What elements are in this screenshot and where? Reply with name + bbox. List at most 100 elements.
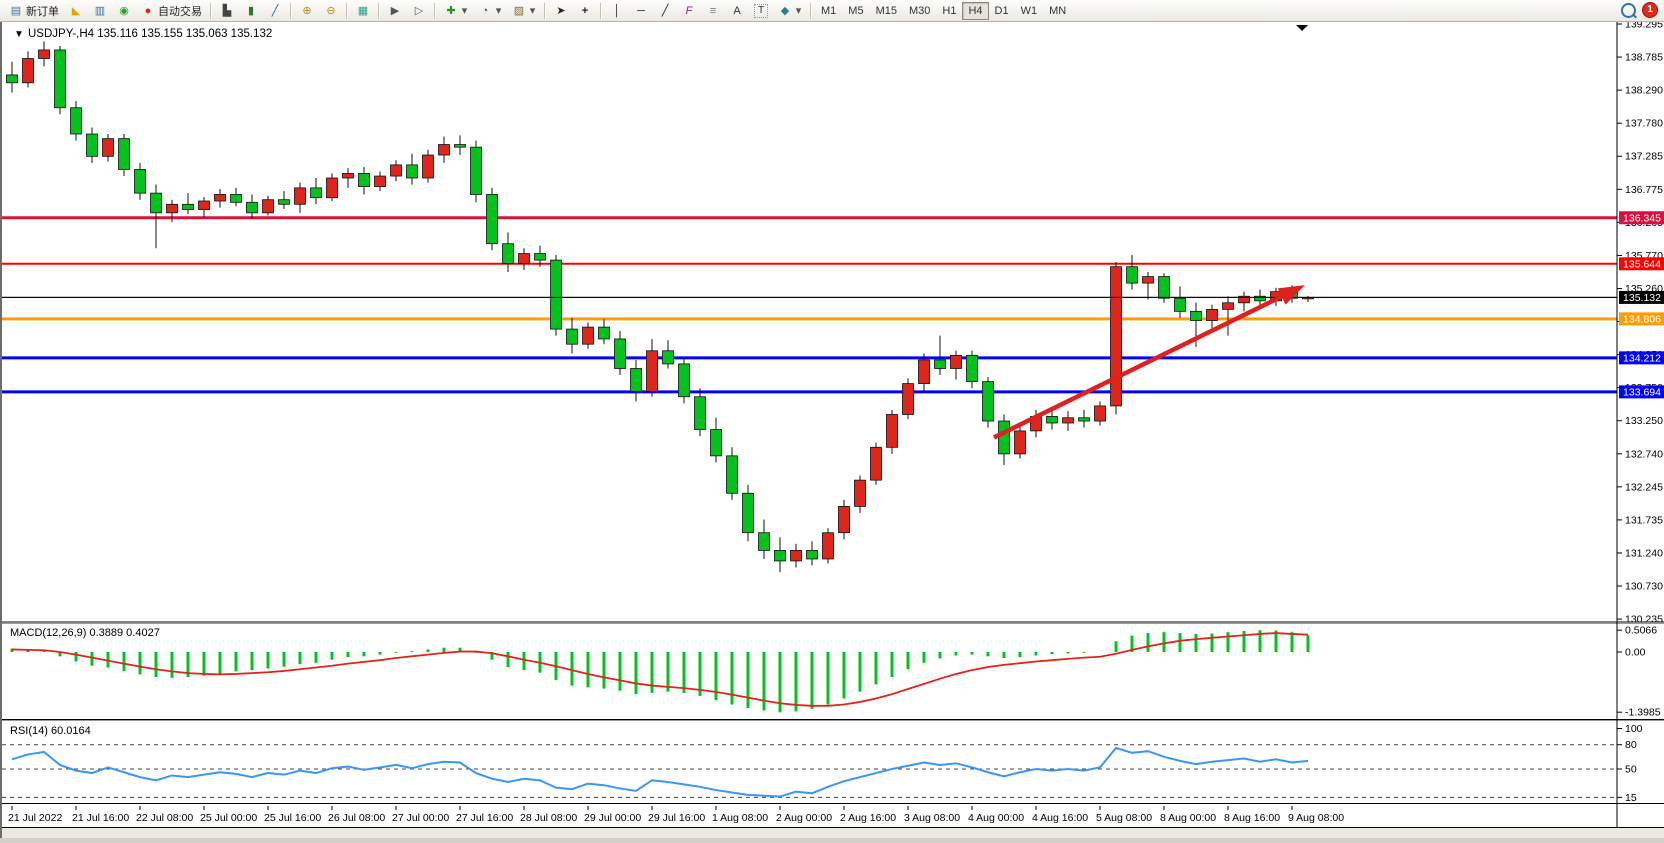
candle — [278, 199, 290, 205]
text-icon: A — [733, 4, 741, 17]
hline-tool-button[interactable]: ─ — [629, 1, 653, 21]
candle — [102, 138, 114, 157]
crosshair-tool-button[interactable]: + — [573, 1, 597, 21]
candle — [22, 58, 34, 84]
timeframe-mn[interactable]: MN — [1049, 4, 1067, 17]
tile-windows-button[interactable]: ▦ — [351, 1, 375, 21]
candle — [502, 243, 514, 264]
candle — [1254, 295, 1266, 302]
level-price-badge — [1619, 351, 1664, 365]
timeframe-m5[interactable]: M5 — [848, 4, 864, 17]
trend-arrow[interactable] — [993, 285, 1305, 440]
candle — [54, 49, 66, 109]
add-indicator-icon: ✚ — [446, 4, 456, 17]
chart-shift-button[interactable]: ▷ — [407, 1, 431, 21]
timeframe-w1[interactable]: W1 — [1020, 4, 1038, 17]
rsi-tick-label: 80 — [1625, 739, 1637, 751]
timeframe-h4[interactable]: H4 — [962, 1, 989, 20]
chart-line-icon: ╱ — [271, 4, 279, 17]
trendline-tool-button[interactable]: ╱ — [653, 1, 677, 21]
channels-tool-button[interactable]: ≡ — [701, 1, 725, 21]
separator — [544, 2, 546, 19]
time-tick-label: 1 Aug 08:00 — [712, 812, 768, 824]
time-tick-label: 4 Aug 16:00 — [1032, 812, 1088, 824]
autotrade-button[interactable]: ● 自动交易 — [136, 1, 207, 21]
price-pane[interactable]: ▼ USDJPY-,H4 135.116 135.155 135.063 135.… — [2, 25, 1617, 573]
search-icon[interactable] — [1621, 2, 1636, 18]
time-tick-label: 28 Jul 08:00 — [520, 812, 577, 824]
fibonacci-tool-button[interactable]: F — [677, 1, 701, 21]
level-price-badge — [1619, 257, 1664, 271]
text-tool-button[interactable]: A — [725, 1, 749, 21]
time-tick-label: 21 Jul 16:00 — [72, 812, 129, 824]
candle — [1238, 295, 1250, 304]
auto-scroll-button[interactable]: ▶ — [383, 1, 407, 21]
candle — [966, 354, 978, 383]
vline-tool-button[interactable]: │ — [605, 1, 629, 21]
candle — [566, 328, 578, 345]
chart-candles-button[interactable]: ▮ — [239, 1, 263, 21]
notification-badge[interactable]: 1 — [1642, 2, 1658, 18]
timeframe-m1[interactable]: M1 — [821, 4, 837, 17]
rsi-pane[interactable]: RSI(14) 60.0164 — [2, 725, 1617, 798]
add-indicator-button[interactable]: ✚ ▾ — [439, 1, 473, 21]
price-tick-label: 133.250 — [1625, 415, 1663, 427]
candle — [182, 203, 194, 210]
timeframe-d1[interactable]: D1 — [994, 4, 1009, 17]
time-axis[interactable]: 21 Jul 2022 21 Jul 16:00 22 Jul 08:00 25 Ju… — [8, 806, 1344, 824]
svg-text:133.694: 133.694 — [1623, 386, 1661, 398]
sound-alert-button[interactable]: ◣ — [64, 1, 88, 21]
candle — [1222, 302, 1234, 310]
separator — [600, 2, 602, 19]
template-menu-button[interactable]: ▨ ▾ — [507, 1, 541, 21]
candle — [38, 49, 50, 59]
candle — [294, 187, 306, 205]
svg-text:136.345: 136.345 — [1623, 212, 1661, 224]
chevron-down-icon: ▾ — [795, 4, 802, 17]
zoom-out-button[interactable]: ⊖ — [319, 1, 343, 21]
zoom-in-icon: ⊕ — [302, 4, 312, 17]
price-tick-label: 130.730 — [1625, 581, 1663, 593]
time-tick-label: 22 Jul 08:00 — [136, 812, 193, 824]
chart-canvas[interactable]: ▼ USDJPY-,H4 135.116 135.155 135.063 135.… — [2, 19, 1664, 839]
label-tool-button[interactable]: T — [749, 1, 773, 21]
timeframe-h1[interactable]: H1 — [942, 4, 957, 17]
candle — [534, 253, 546, 261]
level-price-badge — [1619, 385, 1664, 399]
separator — [434, 2, 436, 19]
candle — [982, 381, 994, 422]
candle — [630, 368, 642, 392]
timeframe-m30[interactable]: M30 — [908, 4, 931, 17]
shapes-menu-button[interactable]: ◆ ▾ — [773, 1, 807, 21]
time-tick-label: 9 Aug 08:00 — [1288, 812, 1344, 824]
macd-label: MACD(12,26,9) 0.3889 0.4027 — [10, 627, 160, 639]
macd-tick-label: -1.3985 — [1625, 707, 1661, 719]
candle — [198, 200, 210, 210]
price-tick-label: 132.245 — [1625, 481, 1663, 493]
candle — [998, 420, 1010, 455]
candle — [406, 164, 418, 179]
zoom-in-button[interactable]: ⊕ — [295, 1, 319, 21]
period-menu-button[interactable]: ◔ ▾ — [473, 1, 507, 21]
chevron-down-icon: ▾ — [495, 4, 502, 17]
market-watch-button[interactable]: ▥ — [88, 1, 112, 21]
new-order-button[interactable]: ▤ 新订单 — [4, 1, 64, 21]
svg-text:135.132: 135.132 — [1623, 292, 1661, 304]
signal-button[interactable]: ◉ — [112, 1, 136, 21]
cursor-tool-button[interactable]: ➤ — [549, 1, 573, 21]
macd-pane[interactable]: MACD(12,26,9) 0.3889 0.4027 — [10, 627, 1310, 713]
time-tick-label: 21 Jul 2022 — [8, 812, 62, 824]
separator — [378, 2, 380, 19]
chart-line-button[interactable]: ╱ — [263, 1, 287, 21]
time-tick-label: 8 Aug 16:00 — [1224, 812, 1280, 824]
rsi-tick-label: 15 — [1625, 792, 1637, 804]
price-axis[interactable]: 139.295 138.785 138.290 137.780 137.285 136.7… — [1617, 19, 1664, 804]
timeframe-m15[interactable]: M15 — [875, 4, 897, 17]
chart-bars-button[interactable]: ▙ — [215, 1, 239, 21]
candle — [1110, 266, 1122, 407]
candle — [582, 326, 594, 345]
candle — [86, 133, 98, 157]
fibonacci-icon: F — [685, 4, 693, 17]
candle — [886, 414, 898, 448]
candle — [1174, 297, 1186, 312]
